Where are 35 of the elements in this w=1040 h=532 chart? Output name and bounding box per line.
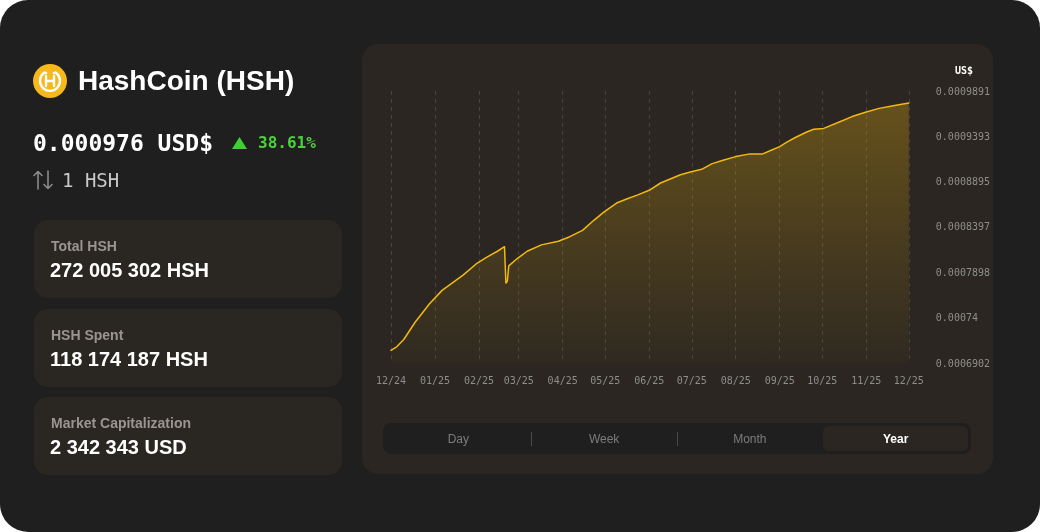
- y-tick-label: 0.00074: [935, 312, 978, 324]
- x-tick-label: 08/25: [720, 374, 751, 386]
- x-tick-label: 01/25: [419, 374, 451, 386]
- text: 0.000976 USD$: [33, 130, 214, 156]
- text: HSH Spent: [51, 326, 124, 343]
- text: HashCoin (HSH): [78, 65, 295, 96]
- x-tick-label: 12/24: [375, 374, 407, 386]
- x-tick-label: 05/25: [590, 374, 621, 386]
- tab[interactable]: Day: [386, 426, 531, 451]
- x-tick-label: 03/25: [503, 374, 534, 386]
- tab[interactable]: Week: [531, 426, 677, 451]
- y-tick-label: 0.0007898: [935, 266, 990, 278]
- tab[interactable]: Month: [677, 426, 823, 451]
- x-tick-label: 11/25: [851, 374, 882, 386]
- y-tick-label: 0.0006902: [935, 357, 990, 369]
- text: 38.61%: [258, 133, 316, 152]
- text: Total HSH: [51, 238, 117, 254]
- y-tick-label: 0.0008397: [935, 221, 990, 233]
- y-tick-label: 0.0009891: [935, 85, 990, 97]
- x-tick-label: 09/25: [764, 374, 795, 386]
- text: 272 005 302 HSH: [50, 259, 210, 281]
- x-tick-label: 06/25: [634, 374, 665, 386]
- text: Market Capitalization: [51, 415, 192, 431]
- y-tick-label: 0.0009393: [935, 130, 990, 142]
- text: 1 HSH: [62, 169, 120, 191]
- y-axis-title: US$: [955, 64, 974, 76]
- text: 2 342 343 USD: [50, 436, 187, 458]
- x-tick-label: 02/25: [463, 374, 495, 386]
- x-tick-label: 04/25: [547, 374, 578, 386]
- tab[interactable]: Year: [823, 426, 968, 451]
- x-tick-label: 07/25: [676, 374, 707, 386]
- y-tick-label: 0.0008895: [935, 176, 990, 188]
- x-tick-label: 12/25: [893, 374, 924, 386]
- text: 118 174 187 HSH: [50, 347, 208, 370]
- x-tick-label: 10/25: [807, 374, 838, 386]
